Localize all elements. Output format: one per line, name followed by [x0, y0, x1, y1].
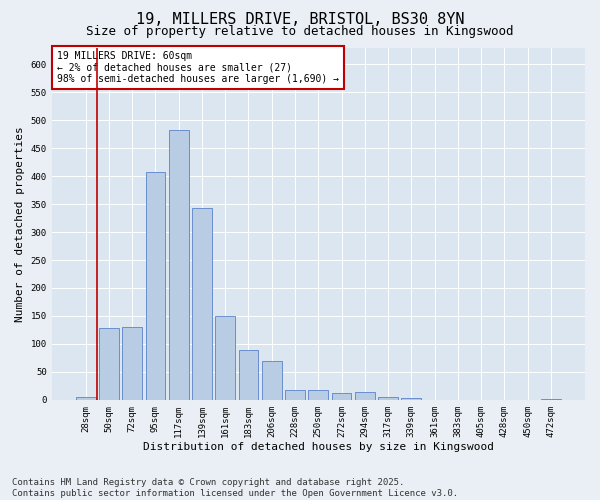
Bar [99, 328, 119, 400]
Bar [122, 327, 142, 400]
Text: 19, MILLERS DRIVE, BRISTOL, BS30 8YN: 19, MILLERS DRIVE, BRISTOL, BS30 8YN [136, 12, 464, 28]
Bar [215, 316, 235, 400]
Bar [308, 390, 328, 400]
Bar [285, 390, 305, 400]
Bar [192, 208, 212, 400]
Bar [169, 130, 188, 400]
X-axis label: Distribution of detached houses by size in Kingswood: Distribution of detached houses by size … [143, 442, 494, 452]
Text: 19 MILLERS DRIVE: 60sqm
← 2% of detached houses are smaller (27)
98% of semi-det: 19 MILLERS DRIVE: 60sqm ← 2% of detached… [57, 51, 339, 84]
Bar [239, 350, 259, 400]
Bar [355, 392, 374, 400]
Bar [541, 398, 561, 400]
Bar [401, 398, 421, 400]
Bar [332, 393, 352, 400]
Bar [76, 397, 95, 400]
Bar [146, 172, 166, 400]
Y-axis label: Number of detached properties: Number of detached properties [15, 126, 25, 322]
Bar [378, 397, 398, 400]
Text: Size of property relative to detached houses in Kingswood: Size of property relative to detached ho… [86, 25, 514, 38]
Text: Contains HM Land Registry data © Crown copyright and database right 2025.
Contai: Contains HM Land Registry data © Crown c… [12, 478, 458, 498]
Bar [262, 360, 281, 400]
